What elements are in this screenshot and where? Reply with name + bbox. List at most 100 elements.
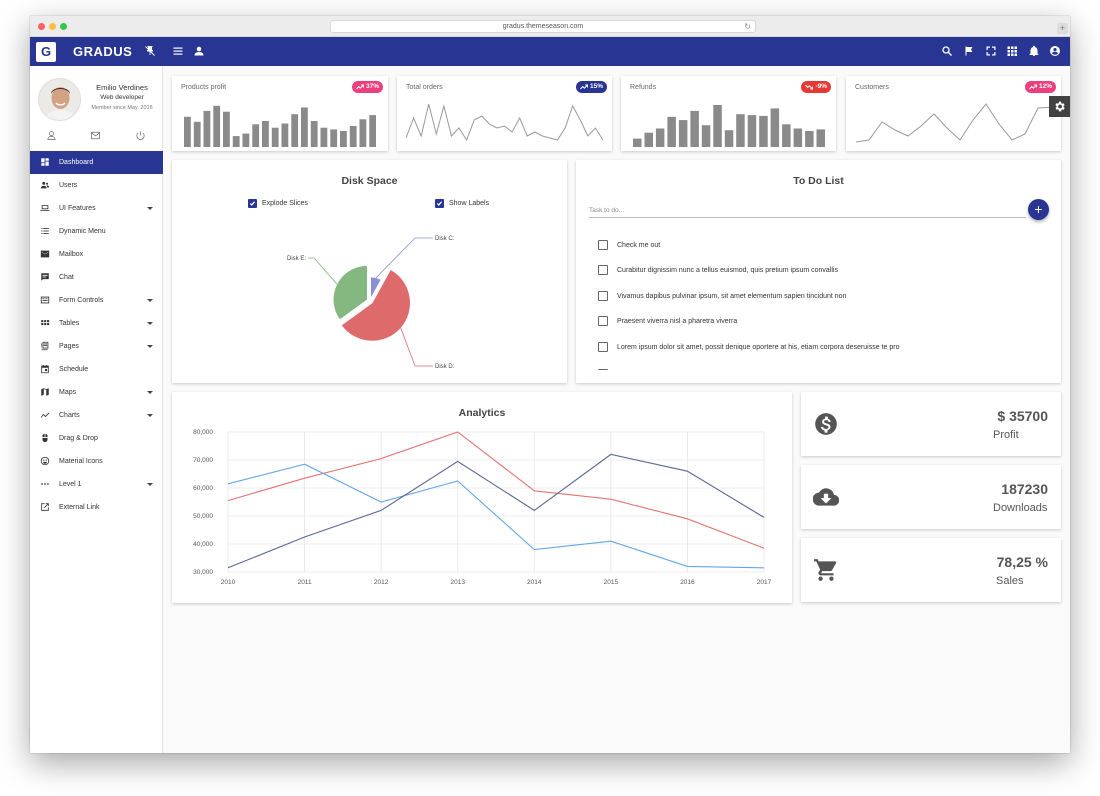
- avatar[interactable]: [38, 78, 81, 121]
- x-tick-label: 2014: [527, 579, 542, 586]
- logo[interactable]: G: [36, 42, 56, 62]
- sparkline-bar: [667, 116, 676, 147]
- todo-item[interactable]: Curabitur dignissim nunc a tellus euismo…: [598, 264, 838, 276]
- pie-slice[interactable]: [341, 269, 411, 342]
- form-icon: [40, 295, 50, 305]
- sidebar-item-users[interactable]: Users: [30, 174, 163, 197]
- sidebar-item-dynamic-menu[interactable]: Dynamic Menu: [30, 220, 163, 243]
- user-role: Web developer: [100, 94, 144, 101]
- new-tab-button[interactable]: +: [1057, 23, 1068, 34]
- sidebar-item-level-1[interactable]: Level 1: [30, 473, 163, 496]
- user-name: Emilio Verdines: [96, 83, 148, 92]
- sidebar-item-schedule[interactable]: Schedule: [30, 358, 163, 381]
- sidebar-item-label: Dynamic Menu: [59, 228, 106, 235]
- users-icon: [40, 180, 50, 190]
- sidebar-item-label: Drag & Drop: [59, 435, 98, 442]
- todo-checkbox[interactable]: [598, 240, 608, 250]
- browser-window: gradus.themeseason.com ↻ + G GRADUS: [30, 16, 1070, 753]
- person-icon[interactable]: [192, 44, 206, 58]
- sparkline-line: [406, 103, 603, 142]
- expand-caret-icon: [147, 207, 153, 210]
- todo-item[interactable]: Vivamus dapibus pulvinar ipsum, sit amet…: [598, 290, 846, 302]
- sidebar-item-tables[interactable]: Tables: [30, 312, 163, 335]
- cloud-download-icon: [812, 484, 840, 510]
- laptop-icon: [40, 203, 50, 213]
- sidebar-item-mailbox[interactable]: Mailbox: [30, 243, 163, 266]
- explode-slices-checkbox[interactable]: Explode Slices: [248, 199, 308, 208]
- x-tick-label: 2017: [757, 579, 772, 586]
- x-tick-label: 2015: [604, 579, 619, 586]
- reload-icon[interactable]: ↻: [744, 22, 751, 31]
- todo-checkbox[interactable]: [598, 265, 608, 275]
- settings-gear-button[interactable]: [1049, 96, 1070, 117]
- dollar-icon: [813, 411, 839, 437]
- stat-badge-value: 37%: [365, 83, 379, 90]
- todo-card: To Do List Task to do... + Check me out …: [576, 160, 1061, 383]
- todo-item[interactable]: Check me out: [598, 239, 660, 251]
- sparkline-bar: [369, 115, 376, 147]
- todo-checkbox[interactable]: [598, 316, 608, 326]
- add-task-button[interactable]: +: [1028, 199, 1049, 220]
- minimize-window-button[interactable]: [49, 23, 56, 30]
- disk-space-title: Disk Space: [341, 175, 398, 187]
- info-card-downloads: 187230 Downloads: [801, 465, 1061, 529]
- profile-icon[interactable]: [46, 128, 58, 140]
- sidebar-item-chat[interactable]: Chat: [30, 266, 163, 289]
- pin-off-icon[interactable]: [143, 44, 157, 58]
- pie-slice-label: Disk D:: [435, 364, 455, 370]
- flag-icon[interactable]: [962, 44, 976, 58]
- sidebar-item-pages[interactable]: Pages: [30, 335, 163, 358]
- apps-icon[interactable]: [1005, 44, 1019, 58]
- show-labels-checkbox[interactable]: Show Labels: [435, 199, 489, 208]
- sidebar-item-material-icons[interactable]: Material Icons: [30, 450, 163, 473]
- menu-icon[interactable]: [171, 44, 185, 58]
- close-window-button[interactable]: [38, 23, 45, 30]
- brand-name: GRADUS: [73, 44, 133, 59]
- task-input[interactable]: Task to do...: [589, 204, 1026, 218]
- external-link-icon: [40, 502, 50, 512]
- address-bar[interactable]: gradus.themeseason.com ↻: [330, 20, 756, 33]
- trending-up-icon: [356, 84, 364, 90]
- sidebar-item-form-controls[interactable]: Form Controls: [30, 289, 163, 312]
- stat-title: Products profit: [181, 84, 227, 91]
- mail-icon[interactable]: [90, 128, 102, 140]
- todo-item-text: Vivamus dapibus pulvinar ipsum, sit amet…: [617, 292, 847, 300]
- stat-badge: 12%: [1024, 81, 1056, 93]
- task-input-placeholder: Task to do...: [589, 207, 625, 214]
- profit-label: Profit: [993, 429, 1019, 441]
- sidebar-item-drag-drop[interactable]: Drag & Drop: [30, 427, 163, 450]
- fullscreen-icon[interactable]: [984, 44, 998, 58]
- sparkline-bar: [816, 129, 825, 147]
- todo-checkbox[interactable]: [598, 291, 608, 301]
- sidebar-item-label: Level 1: [59, 481, 82, 488]
- customers-sparkline: [856, 103, 1051, 143]
- sparkline-bar: [281, 123, 289, 147]
- sparkline-bar: [633, 138, 642, 147]
- todo-checkbox[interactable]: [598, 342, 608, 352]
- x-tick-label: 2013: [450, 579, 465, 586]
- maximize-window-button[interactable]: [60, 23, 67, 30]
- power-icon[interactable]: [135, 128, 147, 140]
- todo-checkbox[interactable]: [598, 369, 608, 370]
- expand-caret-icon: [147, 345, 153, 348]
- todo-item[interactable]: Lorem ipsum dolor sit amet, possit deniq…: [598, 341, 899, 353]
- sidebar-item-charts[interactable]: Charts: [30, 404, 163, 427]
- sidebar-item-label: Material Icons: [59, 458, 103, 465]
- show-labels-label: Show Labels: [449, 200, 490, 207]
- search-icon[interactable]: [940, 44, 954, 58]
- sidebar-item-ui-features[interactable]: UI Features: [30, 197, 163, 220]
- sidebar-item-maps[interactable]: Maps: [30, 381, 163, 404]
- sparkline-bar: [223, 111, 230, 147]
- sidebar-item-external-link[interactable]: External Link: [30, 496, 163, 519]
- todo-item[interactable]: Praesent viverra nisl a pharetra viverra: [598, 315, 737, 327]
- bell-icon[interactable]: [1027, 44, 1041, 58]
- sidebar-item-dashboard[interactable]: Dashboard: [30, 151, 163, 174]
- stat-badge-value: 15%: [589, 83, 603, 90]
- downloads-value: 187230: [1001, 481, 1048, 497]
- sidebar-item-label: External Link: [59, 504, 100, 511]
- account-circle-icon[interactable]: [1048, 44, 1062, 58]
- stat-badge-value: -9%: [815, 83, 827, 90]
- todo-item-text: Check me out: [617, 241, 661, 249]
- analytics-line-chart: 30,000 40,000 50,000 60,000 70,000 80,000 2010…: [193, 429, 772, 586]
- pie-label-leader: [400, 327, 433, 367]
